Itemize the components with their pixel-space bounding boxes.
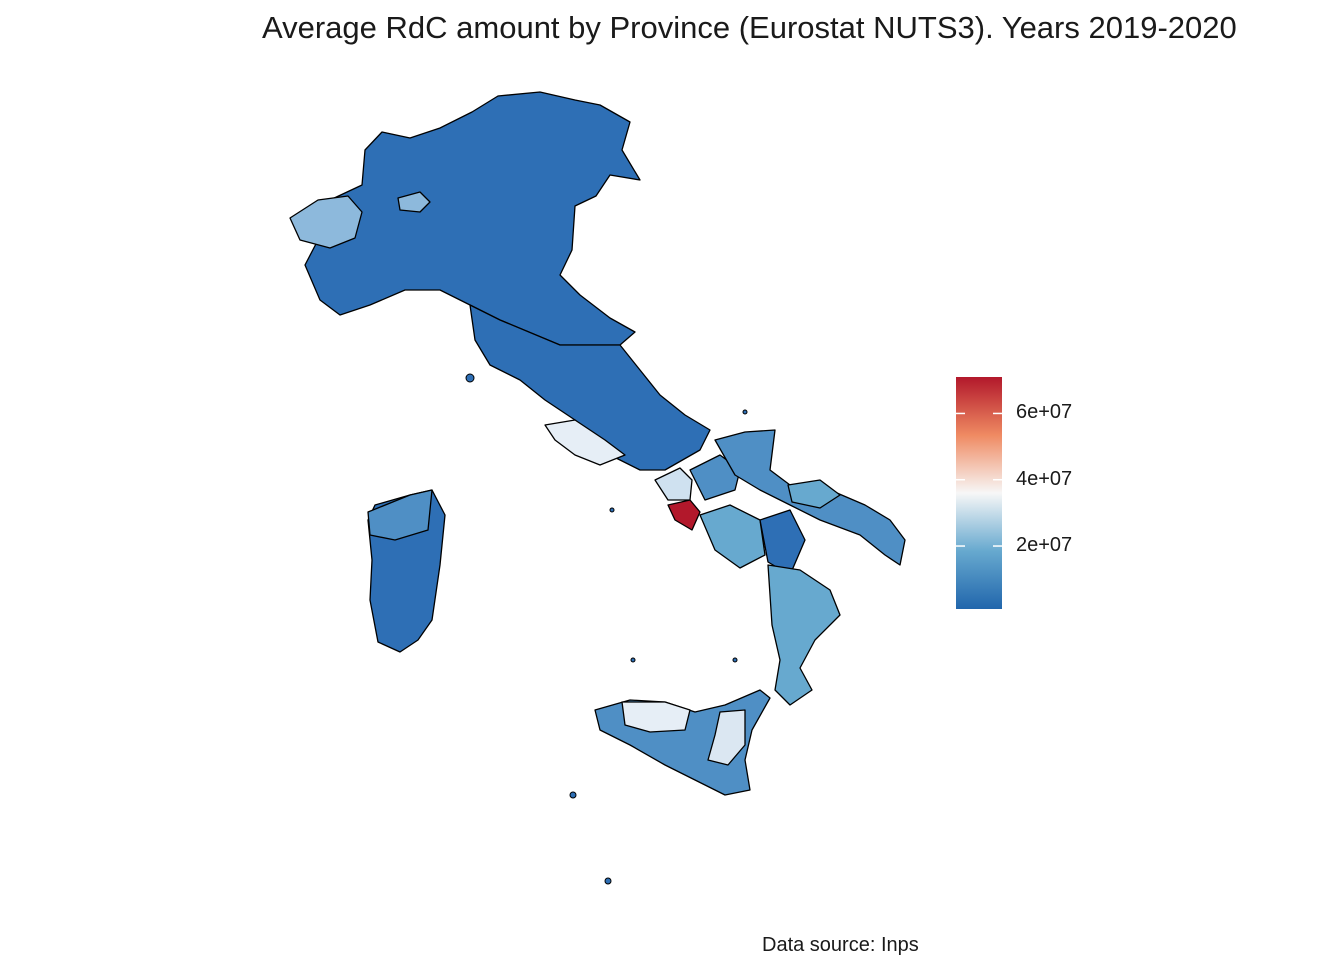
region-basilicata <box>759 509 806 576</box>
map-title: Average RdC amount by Province (Eurostat… <box>262 10 1237 45</box>
region-central-italy <box>469 304 711 471</box>
region-campania-east <box>689 454 741 501</box>
region-sassari <box>367 489 433 541</box>
island-lipari <box>732 657 738 663</box>
data-source-caption: Data source: Inps <box>762 934 919 956</box>
region-campania-north <box>654 467 693 501</box>
region-palermo <box>621 701 691 733</box>
region-catania <box>707 709 746 766</box>
island-pantelleria <box>569 791 577 799</box>
color-legend <box>956 377 1002 609</box>
region-napoli <box>667 499 701 531</box>
region-roma <box>544 419 626 466</box>
island-lampedusa <box>604 877 612 885</box>
region-milano <box>397 191 431 213</box>
island-tremiti <box>742 409 748 415</box>
island-elba <box>465 373 475 383</box>
region-northern-italy <box>299 91 641 346</box>
island-ustica <box>630 657 636 663</box>
island-capri <box>609 507 615 513</box>
legend-tick-label: 4e+07 <box>1016 467 1073 490</box>
legend-colorbar <box>956 377 1002 609</box>
legend-tick-label: 6e+07 <box>1016 401 1073 424</box>
region-salerno <box>699 504 766 569</box>
region-aosta <box>289 195 363 249</box>
region-bari <box>787 479 841 509</box>
region-calabria <box>767 564 841 706</box>
legend-tick-label: 2e+07 <box>1016 534 1073 557</box>
